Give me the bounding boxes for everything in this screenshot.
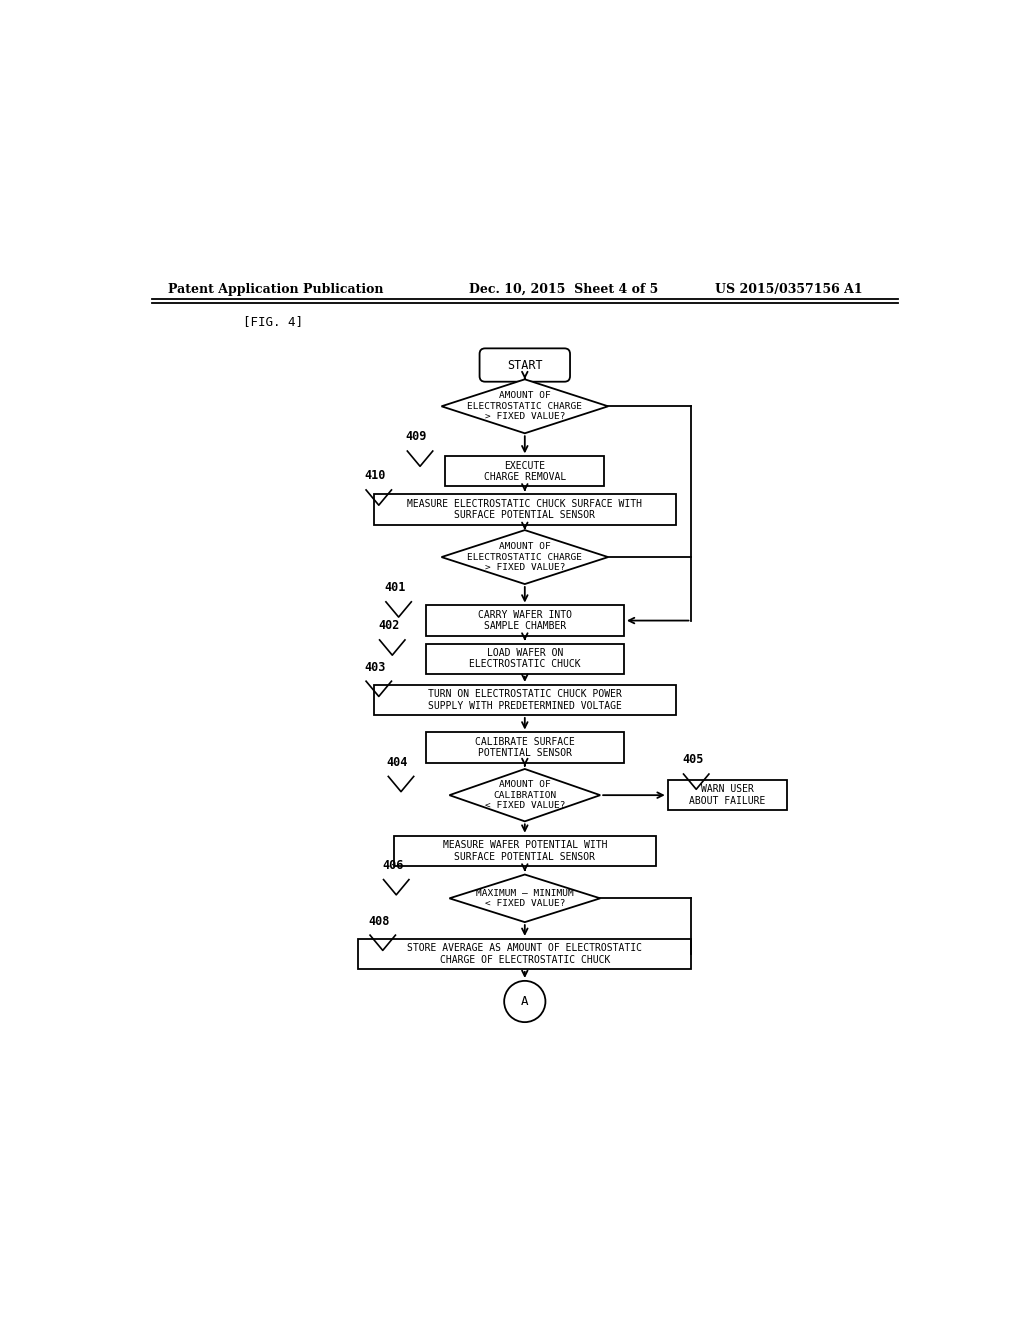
Text: CARRY WAFER INTO
SAMPLE CHAMBER: CARRY WAFER INTO SAMPLE CHAMBER [478, 610, 571, 631]
Bar [394, 836, 655, 866]
Text: START: START [507, 359, 543, 371]
Polygon shape [441, 531, 608, 583]
Text: 401: 401 [384, 581, 406, 594]
Bar [374, 495, 676, 524]
Text: WARN USER
ABOUT FAILURE: WARN USER ABOUT FAILURE [689, 784, 765, 807]
Text: 408: 408 [369, 915, 390, 928]
Text: AMOUNT OF
ELECTROSTATIC CHARGE
> FIXED VALUE?: AMOUNT OF ELECTROSTATIC CHARGE > FIXED V… [467, 543, 583, 572]
Text: 403: 403 [365, 660, 386, 673]
Text: 410: 410 [365, 470, 386, 482]
Polygon shape [450, 875, 600, 923]
Text: EXECUTE
CHARGE REMOVAL: EXECUTE CHARGE REMOVAL [483, 461, 566, 482]
Bar [374, 685, 676, 715]
Text: A: A [521, 995, 528, 1008]
Text: AMOUNT OF
ELECTROSTATIC CHARGE
> FIXED VALUE?: AMOUNT OF ELECTROSTATIC CHARGE > FIXED V… [467, 392, 583, 421]
Text: MEASURE ELECTROSTATIC CHUCK SURFACE WITH
SURFACE POTENTIAL SENSOR: MEASURE ELECTROSTATIC CHUCK SURFACE WITH… [408, 499, 642, 520]
Text: Dec. 10, 2015  Sheet 4 of 5: Dec. 10, 2015 Sheet 4 of 5 [469, 282, 658, 296]
Bar [668, 780, 786, 810]
Text: [FIG. 4]: [FIG. 4] [243, 315, 303, 327]
Text: MEASURE WAFER POTENTIAL WITH
SURFACE POTENTIAL SENSOR: MEASURE WAFER POTENTIAL WITH SURFACE POT… [442, 840, 607, 862]
Text: LOAD WAFER ON
ELECTROSTATIC CHUCK: LOAD WAFER ON ELECTROSTATIC CHUCK [469, 648, 581, 669]
Bar [358, 939, 691, 969]
Text: 409: 409 [406, 430, 427, 444]
Text: CALIBRATE SURFACE
POTENTIAL SENSOR: CALIBRATE SURFACE POTENTIAL SENSOR [475, 737, 574, 759]
Text: 405: 405 [682, 754, 703, 767]
Text: 404: 404 [387, 756, 409, 768]
Text: TURN ON ELECTROSTATIC CHUCK POWER
SUPPLY WITH PREDETERMINED VOLTAGE: TURN ON ELECTROSTATIC CHUCK POWER SUPPLY… [428, 689, 622, 710]
Bar [445, 457, 604, 487]
Text: AMOUNT OF
CALIBRATION
< FIXED VALUE?: AMOUNT OF CALIBRATION < FIXED VALUE? [484, 780, 565, 810]
Text: US 2015/0357156 A1: US 2015/0357156 A1 [715, 282, 863, 296]
Circle shape [504, 981, 546, 1022]
Polygon shape [441, 379, 608, 433]
FancyBboxPatch shape [479, 348, 570, 381]
Polygon shape [450, 770, 600, 821]
Bar [426, 606, 624, 636]
Bar [426, 644, 624, 673]
Text: MAXIMUM – MINIMUM
< FIXED VALUE?: MAXIMUM – MINIMUM < FIXED VALUE? [476, 888, 573, 908]
Text: 406: 406 [382, 859, 403, 873]
Text: STORE AVERAGE AS AMOUNT OF ELECTROSTATIC
CHARGE OF ELECTROSTATIC CHUCK: STORE AVERAGE AS AMOUNT OF ELECTROSTATIC… [408, 942, 642, 965]
Text: 402: 402 [378, 619, 399, 632]
Bar [426, 733, 624, 763]
Text: Patent Application Publication: Patent Application Publication [168, 282, 383, 296]
